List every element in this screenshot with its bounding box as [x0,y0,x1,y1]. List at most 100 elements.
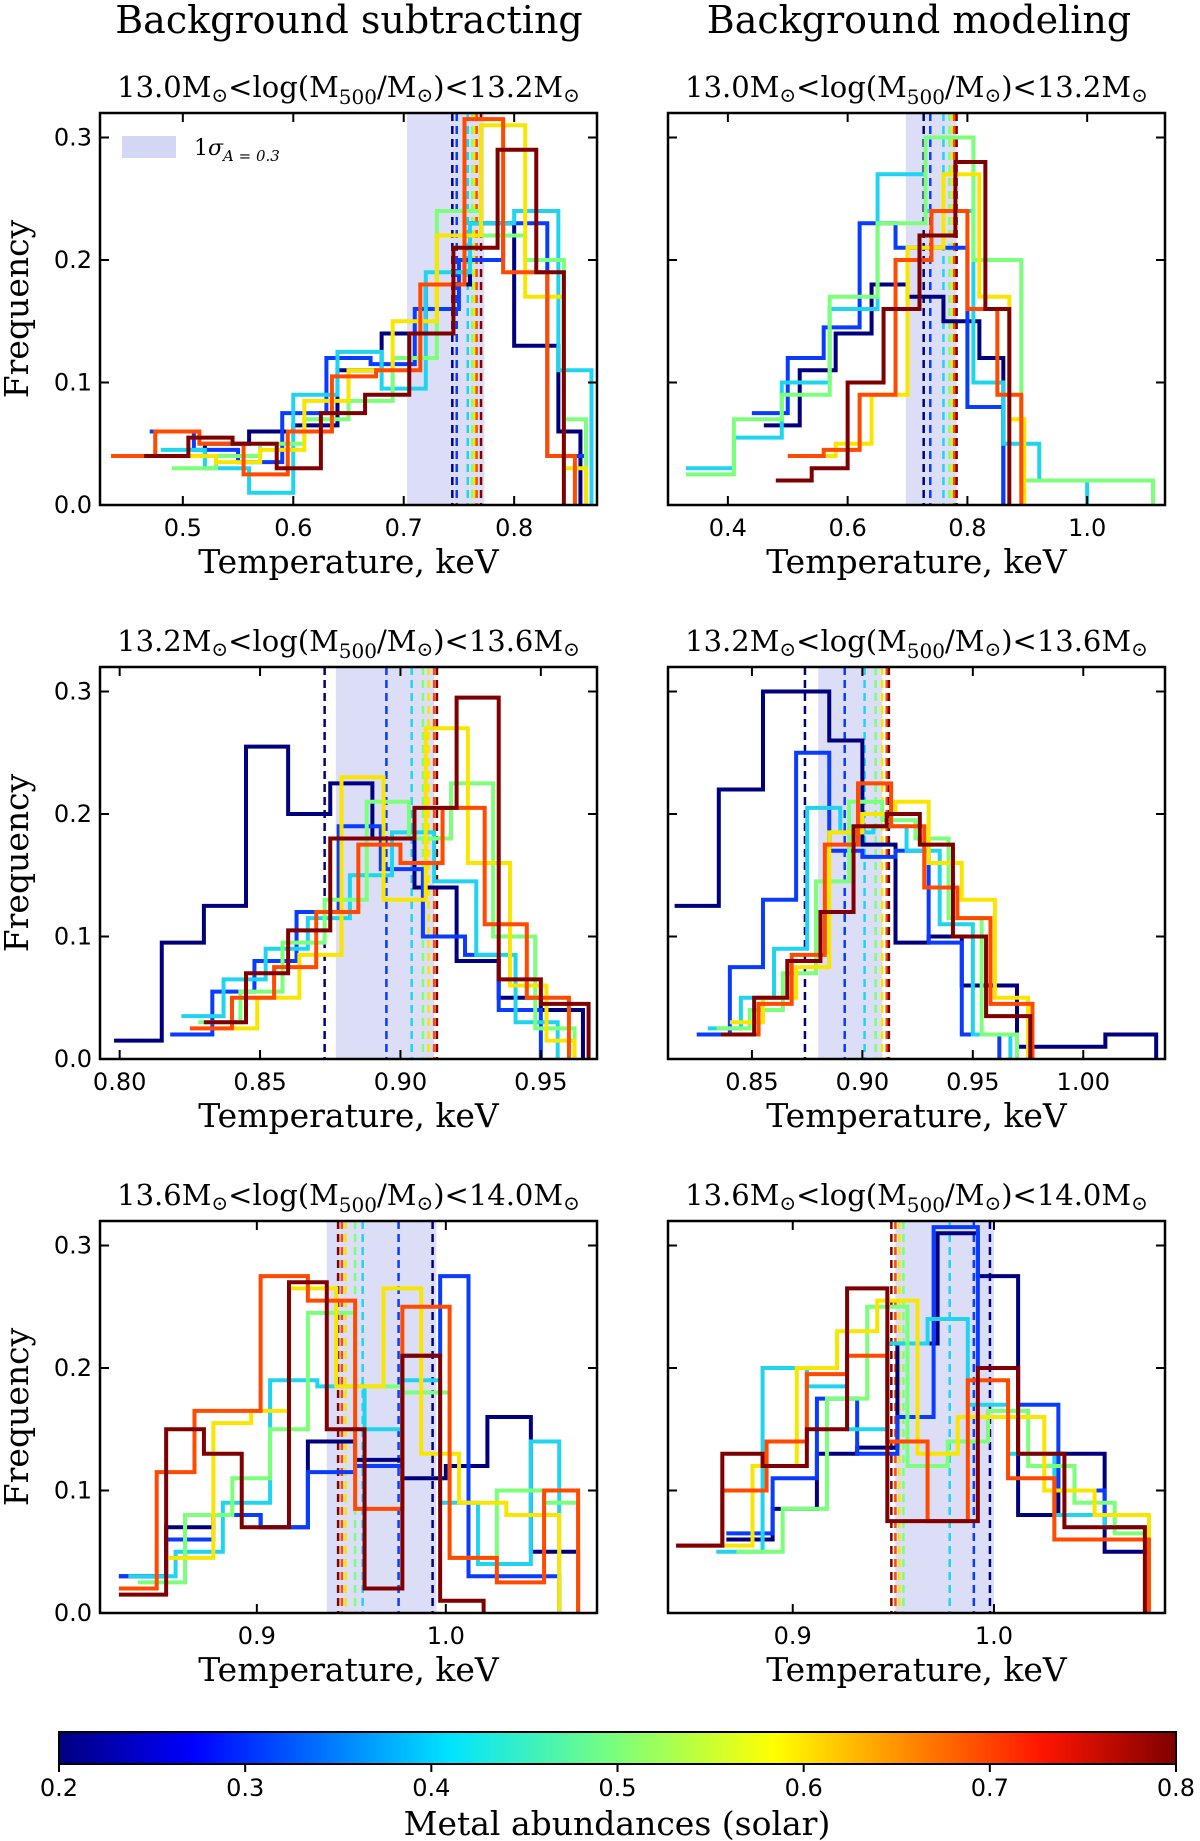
y-axis-label: Frequency [0,219,36,398]
x-axis-label: Temperature, keV [198,1096,500,1135]
legend-label: 1σA = 0.3 [194,136,280,165]
panel-row2-subtracting: 13.2M⊙<log(M500/M⊙)<13.6M⊙ 0.0 0.1 0.2 0.3 0.… [0,624,599,1135]
histogram-z0.8 [144,147,566,505]
colorbar: 0.2 0.3 0.4 0.5 0.6 0.7 0.8 Metal abundances (… [40,1731,1195,1841]
x-tick-label: 0.8 [948,514,986,542]
histogram-z0.8 [118,1280,486,1613]
panel-row1-subtracting: 13.0M⊙<log(M500/M⊙)<13.2M⊙ 0.0 0.1 0.2 0.3 0.… [0,70,599,581]
x-tick-label: 1.0 [1068,514,1106,542]
x-tick-label: 0.80 [93,1068,146,1096]
histogram-z0.8 [676,1286,1147,1613]
y-tick-label: 0.2 [54,1354,92,1382]
x-tick-label: 0.9 [238,1622,276,1650]
colorbar-gradient [58,1731,1177,1765]
histogram-z0.8 [775,160,1012,505]
x-axis-label: Temperature, keV [766,1096,1068,1135]
colorbar-tick-label: 0.6 [785,1774,823,1802]
y-tick-label: 0.3 [54,124,92,152]
histogram-z0.5 [736,1304,1151,1613]
colorbar-ticks: 0.2 0.3 0.4 0.5 0.6 0.7 0.8 [40,1764,1195,1802]
x-tick-label: 0.85 [725,1068,778,1096]
axes-frame [98,1219,599,1615]
histogram-z0.7 [189,805,571,1059]
y-axis-label: Frequency [0,1327,36,1506]
x-tick-label: 0.8 [495,514,533,542]
histogram-z0.2 [726,1231,1151,1613]
y-tick-label: 0.3 [54,1232,92,1260]
axes-frame [98,111,599,507]
colorbar-label: Metal abundances (solar) [404,1804,831,1841]
histogram-z0.2 [160,221,583,505]
x-tick-label: 0.6 [829,514,867,542]
axes-frame [666,665,1167,1061]
panel-title: 13.0M⊙<log(M500/M⊙)<13.2M⊙ [685,70,1148,109]
histogram-z0.2 [674,689,1159,1059]
panels: 13.0M⊙<log(M500/M⊙)<13.2M⊙ 0.0 0.1 0.2 0.3 0.… [0,70,1167,1689]
x-tick-label: 0.7 [385,514,423,542]
x-tick-label: 0.5 [164,514,202,542]
panel-row3-subtracting: 13.6M⊙<log(M500/M⊙)<14.0M⊙ 0.0 0.1 0.2 0.3 0.… [0,1178,599,1689]
column-title-subtracting: Background subtracting [115,0,583,42]
panel-title: 13.0M⊙<log(M500/M⊙)<13.2M⊙ [117,70,580,109]
panel-row3-modeling: 13.6M⊙<log(M500/M⊙)<14.0M⊙ 0.9 1.0Temperat… [666,1178,1167,1689]
histogram-z0.7 [725,781,1035,1059]
x-tick-label: 1.0 [975,1622,1013,1650]
histogram-z0.6 [166,1286,562,1613]
histogram-z0.8 [203,695,591,1059]
x-tick-label: 0.6 [274,514,312,542]
colorbar-tick-label: 0.3 [226,1774,264,1802]
y-tick-label: 0.2 [54,246,92,274]
y-tick-label: 0.0 [54,491,92,519]
axes-frame [666,111,1167,507]
panel-row2-modeling: 13.2M⊙<log(M500/M⊙)<13.6M⊙ 0.85 0.90 0.95 1.… [666,624,1167,1135]
panel-title: 13.2M⊙<log(M500/M⊙)<13.6M⊙ [117,624,580,663]
x-tick-label: 0.90 [836,1068,889,1096]
histogram-z0.6 [215,726,577,1059]
colorbar-tick-label: 0.4 [412,1774,450,1802]
colorbar-tick-label: 0.5 [598,1774,636,1802]
x-tick-label: 0.95 [946,1068,999,1096]
x-tick-label: 0.90 [374,1068,427,1096]
y-tick-label: 0.0 [54,1045,92,1073]
x-axis-label: Temperature, keV [198,1650,500,1689]
colorbar-tick-label: 0.2 [40,1774,78,1802]
legend-swatch [122,136,176,158]
histogram-z0.4 [181,830,560,1059]
y-tick-label: 0.2 [54,800,92,828]
colorbar-tick-label: 0.7 [971,1774,1009,1802]
histogram-z0.2 [114,744,585,1059]
histogram-z0.3 [696,750,1002,1059]
y-tick-label: 0.0 [54,1599,92,1627]
legend: 1σA = 0.3 [122,136,280,165]
x-tick-label: 0.85 [233,1068,286,1096]
y-axis-label: Frequency [0,773,36,952]
histogram-z0.8 [721,812,1033,1059]
column-title-modeling: Background modeling [707,0,1131,42]
histogram-z0.3 [149,221,588,505]
histogram-z0.7 [118,1274,581,1613]
x-axis-label: Temperature, keV [766,542,1068,581]
panel-title: 13.2M⊙<log(M500/M⊙)<13.6M⊙ [685,624,1148,663]
panel-row1-modeling: 13.0M⊙<log(M500/M⊙)<13.2M⊙ 0.4 0.6 0.8 1.0Te… [666,70,1167,581]
axes-frame [98,665,599,1061]
histogram-z0.5 [198,781,577,1059]
y-tick-label: 0.1 [54,1477,92,1505]
x-axis-label: Temperature, keV [198,542,500,581]
histogram-z0.6 [706,1298,1151,1613]
histogram-z0.5 [685,135,1156,505]
panel-title: 13.6M⊙<log(M500/M⊙)<14.0M⊙ [117,1178,580,1217]
x-tick-label: 0.9 [774,1622,812,1650]
axes-frame [666,1219,1167,1615]
x-tick-label: 1.0 [427,1622,465,1650]
histogram-z0.6 [171,123,588,505]
y-tick-label: 0.1 [54,923,92,951]
x-axis-label: Temperature, keV [766,1650,1068,1689]
x-tick-label: 0.4 [709,514,747,542]
histogram-z0.7 [111,117,577,505]
y-tick-label: 0.3 [54,678,92,706]
colorbar-tick-label: 0.8 [1157,1774,1195,1802]
y-tick-label: 0.1 [54,369,92,397]
x-tick-label: 1.00 [1057,1068,1110,1096]
histogram-z0.4 [160,209,594,505]
